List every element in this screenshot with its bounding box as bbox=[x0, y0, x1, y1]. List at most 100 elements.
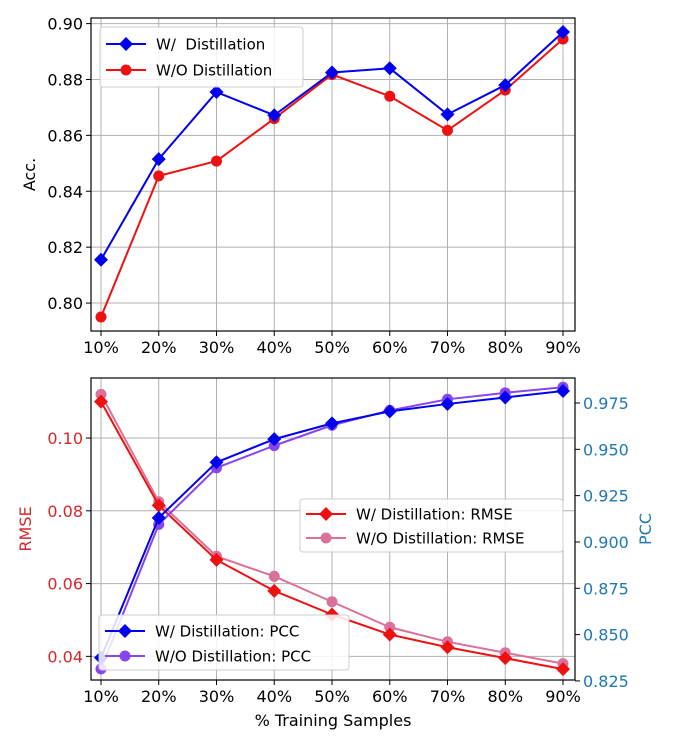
accuracy-y-ticks: 0.80 0.82 0.84 0.86 0.88 0.90 bbox=[47, 15, 91, 313]
legend-label-pcc-without-distillation: W/O Distillation: PCC bbox=[155, 648, 311, 666]
pcc-y-ticks: 0.825 0.850 0.875 0.900 0.925 0.950 0.975 bbox=[575, 394, 629, 691]
x-tick-label: 70% bbox=[430, 338, 466, 357]
y-tick-label: 0.90 bbox=[47, 15, 83, 34]
pcc-tick-label: 0.975 bbox=[583, 394, 629, 413]
pcc-tick-label: 0.825 bbox=[583, 672, 629, 691]
data-point-w-distillation bbox=[267, 108, 282, 123]
rmse-pcc-x-ticks: 10% 20% 30% 40% 50% 60% 70% 80% 90% bbox=[83, 680, 581, 706]
rmse-tick-label: 0.08 bbox=[47, 502, 83, 521]
data-point-w-o-distillation-rmse bbox=[384, 621, 396, 633]
legend-label-with-distillation: W/ Distillation bbox=[156, 36, 265, 54]
x-tick-label: 90% bbox=[545, 687, 581, 706]
legend-label-pcc-with-distillation: W/ Distillation: PCC bbox=[155, 623, 299, 641]
data-point-w-distillation-rmse bbox=[94, 394, 108, 409]
legend-swatch-without-distillation bbox=[106, 64, 146, 76]
pcc-tick-label: 0.850 bbox=[583, 626, 629, 645]
data-point-w-o-distillation-rmse bbox=[268, 570, 280, 582]
data-point-w-distillation bbox=[151, 152, 166, 167]
x-tick-label: 40% bbox=[256, 338, 292, 357]
x-tick-label: 60% bbox=[372, 687, 408, 706]
x-tick-label: 30% bbox=[199, 338, 235, 357]
legend-swatch-pcc-without-distillation bbox=[105, 650, 145, 662]
data-point-w-distillation bbox=[498, 78, 513, 93]
data-point-w-distillation-rmse bbox=[556, 662, 570, 677]
legend-swatch-with-distillation bbox=[106, 37, 146, 51]
data-point-w-distillation-pcc bbox=[382, 404, 397, 419]
data-point-w-distillation bbox=[556, 24, 570, 39]
y-tick-label: 0.80 bbox=[47, 294, 83, 313]
data-point-w-distillation-rmse bbox=[151, 498, 166, 513]
x-tick-label: 50% bbox=[314, 338, 350, 357]
legend-label-rmse-without-distillation: W/O Distillation: RMSE bbox=[356, 530, 525, 548]
x-axis-label: % Training Samples bbox=[255, 711, 412, 730]
rmse-legend: W/ Distillation: RMSE W/O Distillation: … bbox=[299, 498, 564, 553]
x-tick-label: 10% bbox=[83, 338, 119, 357]
data-point-w-distillation-rmse bbox=[382, 627, 397, 642]
data-point-w-distillation-pcc bbox=[440, 396, 455, 411]
pcc-tick-label: 0.950 bbox=[583, 440, 629, 459]
y-tick-label: 0.82 bbox=[47, 238, 83, 257]
data-point-w-distillation bbox=[94, 252, 108, 267]
data-point-w-o-distillation bbox=[211, 155, 222, 167]
rmse-tick-label: 0.06 bbox=[47, 575, 83, 594]
pcc-legend-box bbox=[98, 614, 350, 671]
data-point-w-o-distillation bbox=[95, 311, 107, 323]
accuracy-legend-box bbox=[99, 26, 304, 88]
accuracy-y-axis-label: Acc. bbox=[20, 158, 39, 191]
accuracy-plot-frame bbox=[90, 17, 576, 332]
x-tick-label: 50% bbox=[314, 687, 350, 706]
x-tick-label: 70% bbox=[430, 687, 466, 706]
accuracy-x-ticks: 10% 20% 30% 40% 50% 60% 70% 80% 90% bbox=[83, 331, 581, 357]
data-point-w-o-distillation-rmse bbox=[95, 388, 107, 400]
data-point-w-o-distillation-rmse bbox=[326, 596, 338, 608]
data-point-w-distillation-pcc bbox=[556, 383, 570, 398]
x-tick-label: 60% bbox=[372, 338, 408, 357]
accuracy-legend: W/ Distillation W/O Distillation bbox=[99, 26, 304, 88]
data-point-w-o-distillation bbox=[153, 170, 165, 182]
y-tick-label: 0.86 bbox=[47, 126, 83, 145]
legend-label-rmse-with-distillation: W/ Distillation: RMSE bbox=[356, 506, 513, 524]
x-tick-label: 80% bbox=[487, 338, 523, 357]
x-tick-label: 10% bbox=[83, 687, 119, 706]
data-point-w-distillation-rmse bbox=[498, 651, 513, 666]
data-point-w-distillation-pcc bbox=[325, 416, 339, 431]
data-point-w-distillation bbox=[440, 107, 455, 122]
legend-swatch-rmse-without-distillation bbox=[306, 532, 346, 544]
pcc-tick-label: 0.900 bbox=[583, 533, 629, 552]
y-tick-label: 0.84 bbox=[47, 182, 83, 201]
rmse-legend-box bbox=[299, 498, 564, 553]
data-point-w-distillation-pcc bbox=[267, 432, 282, 447]
rmse-tick-label: 0.10 bbox=[47, 429, 83, 448]
rmse-pcc-plot-frame bbox=[90, 377, 576, 681]
x-tick-label: 40% bbox=[256, 687, 292, 706]
x-tick-label: 30% bbox=[199, 687, 235, 706]
data-point-w-o-distillation bbox=[442, 124, 453, 136]
rmse-y-ticks: 0.04 0.06 0.08 0.10 bbox=[47, 429, 91, 666]
x-tick-label: 90% bbox=[545, 338, 581, 357]
pcc-y-axis-label: PCC bbox=[636, 513, 655, 545]
data-point-w-distillation-rmse bbox=[267, 583, 282, 598]
data-point-w-distillation-pcc bbox=[151, 510, 166, 525]
x-tick-label: 20% bbox=[141, 338, 177, 357]
pcc-tick-label: 0.925 bbox=[583, 487, 629, 506]
accuracy-series bbox=[94, 24, 570, 323]
data-point-w-distillation-pcc bbox=[209, 455, 224, 470]
data-point-w-distillation bbox=[382, 61, 397, 76]
data-point-w-distillation bbox=[209, 85, 224, 100]
data-point-w-distillation-rmse bbox=[440, 640, 455, 655]
data-point-w-distillation bbox=[325, 65, 339, 80]
x-tick-label: 80% bbox=[487, 687, 523, 706]
accuracy-chart: 0.80 0.82 0.84 0.86 0.88 0.90 10% 20% 30% 40% 50%… bbox=[20, 15, 581, 357]
pcc-legend: W/ Distillation: PCC W/O Distillation: P… bbox=[98, 614, 350, 671]
rmse-tick-label: 0.04 bbox=[47, 647, 83, 666]
data-point-w-o-distillation bbox=[384, 90, 396, 102]
x-tick-label: 20% bbox=[141, 687, 177, 706]
pcc-tick-label: 0.875 bbox=[583, 579, 629, 598]
data-point-w-distillation-pcc bbox=[498, 390, 513, 405]
legend-swatch-pcc-with-distillation bbox=[105, 624, 145, 638]
y-tick-label: 0.88 bbox=[47, 70, 83, 89]
legend-label-without-distillation: W/O Distillation bbox=[156, 62, 272, 80]
legend-swatch-rmse-with-distillation bbox=[306, 507, 346, 521]
rmse-pcc-series bbox=[94, 381, 570, 677]
